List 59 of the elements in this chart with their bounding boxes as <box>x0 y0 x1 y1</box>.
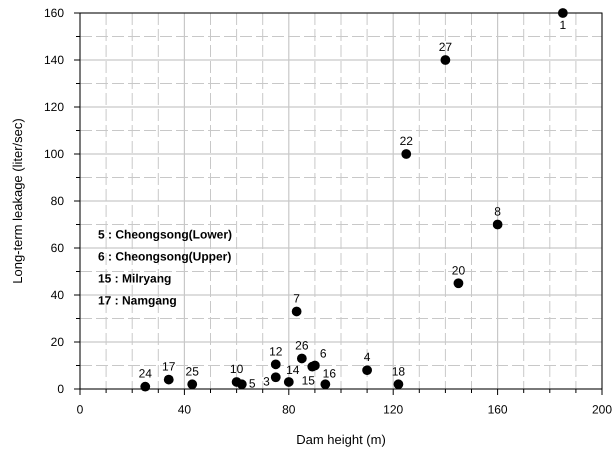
point <box>454 278 464 288</box>
annotation: 7 <box>293 291 300 306</box>
annotation: 15 <box>302 374 316 388</box>
annotation: 16 <box>322 366 336 380</box>
annotation: 6 : Cheongsong(Upper) <box>98 250 232 264</box>
y-tick-label: 100 <box>44 146 64 161</box>
point <box>394 379 404 390</box>
x-tick-label: 200 <box>592 402 612 417</box>
x-tick-label: 0 <box>76 402 84 417</box>
point <box>292 306 302 316</box>
x-tick-label: 120 <box>383 402 404 417</box>
annotation: 12 <box>269 344 283 358</box>
x-tick-label: 40 <box>178 402 192 417</box>
y-tick-label: 20 <box>50 334 64 349</box>
annotation: 24 <box>138 366 152 381</box>
annotation: 1 <box>560 18 567 32</box>
y-tick-label: 120 <box>44 100 64 114</box>
annotation: 25 <box>186 364 200 378</box>
y-tick-label: 0 <box>57 382 64 396</box>
point <box>362 365 372 376</box>
point <box>270 359 281 370</box>
annotation: 26 <box>295 338 309 352</box>
annotation: 14 <box>286 362 300 377</box>
y-tick-label: 140 <box>44 52 64 67</box>
point <box>187 379 198 390</box>
annotation: 15 : Milryang <box>98 272 172 286</box>
point <box>296 354 307 364</box>
point <box>558 8 568 18</box>
y-axis-title: Long-term leakage (liter/sec) <box>10 118 25 284</box>
y-tick-label: 40 <box>50 288 64 302</box>
annotation: 5 : Cheongsong(Lower) <box>98 228 232 242</box>
point <box>140 382 150 392</box>
annotation: 22 <box>400 134 414 148</box>
annotation: 6 <box>320 346 327 360</box>
point <box>320 379 330 390</box>
point <box>307 362 318 372</box>
y-tick-label: 80 <box>50 194 64 208</box>
y-tick-label: 60 <box>50 240 64 255</box>
annotation: 18 <box>392 364 406 378</box>
point <box>164 374 174 384</box>
point <box>492 220 502 230</box>
annotation: 17 : Namgang <box>98 294 177 308</box>
annotation: 8 <box>494 204 502 218</box>
annotation: 27 <box>438 40 452 54</box>
annotation: 17 <box>162 360 176 374</box>
point <box>440 55 450 65</box>
point <box>270 372 281 382</box>
point <box>284 377 294 387</box>
y-tick-label: 160 <box>44 6 64 20</box>
point <box>236 379 247 390</box>
point <box>401 149 412 159</box>
annotation: 3 <box>263 374 270 388</box>
x-axis-title: Dam height (m) <box>296 432 386 447</box>
x-tick-label: 80 <box>282 402 296 417</box>
x-tick-label: 160 <box>488 402 508 417</box>
annotation: 5 <box>248 376 256 390</box>
annotation: 4 <box>364 350 371 364</box>
annotation: 10 <box>230 362 244 376</box>
annotation: 20 <box>452 263 466 278</box>
